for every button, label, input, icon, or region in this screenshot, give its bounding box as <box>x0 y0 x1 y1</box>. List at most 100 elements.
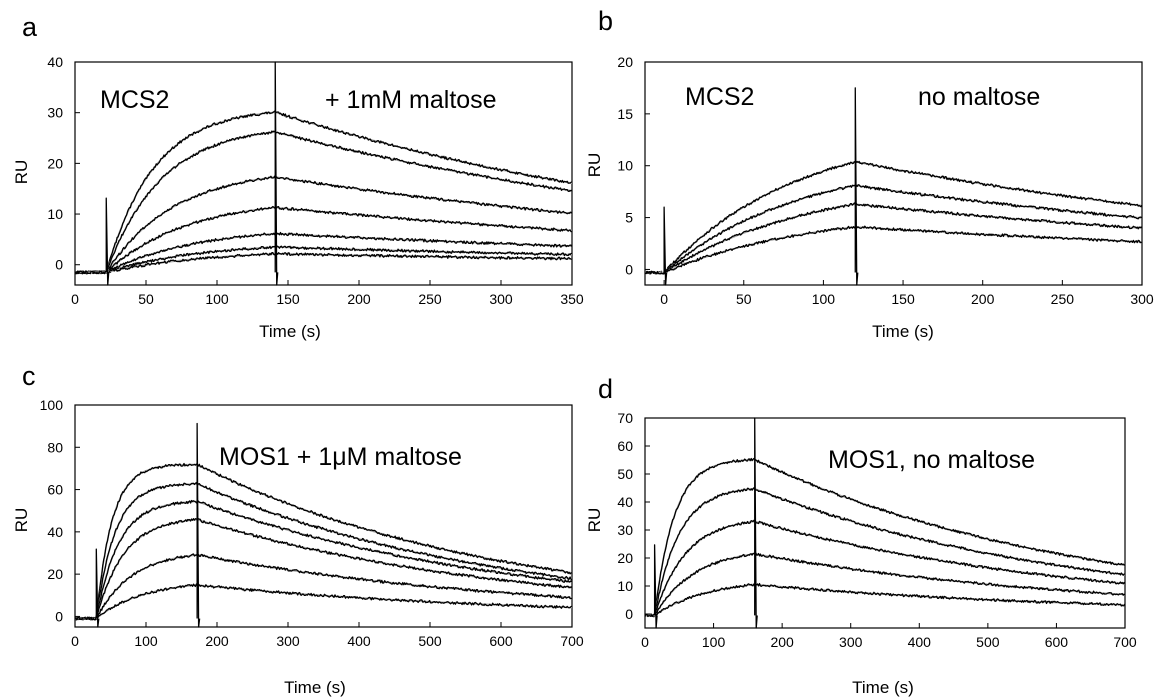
x-tick-label: 100 <box>702 634 726 650</box>
x-tick-label: 200 <box>347 291 371 307</box>
y-tick-label: 20 <box>617 550 633 566</box>
response-curve <box>644 184 1143 275</box>
y-tick-label: 20 <box>47 155 63 171</box>
fit-curve <box>75 584 573 620</box>
panel-c: c MOS1 + 1μM maltose Time (s) RU 0 100 200… <box>12 361 584 697</box>
x-axis-title: Time (s) <box>872 322 934 341</box>
y-tick-label: 0 <box>625 261 633 277</box>
y-tick-label: 5 <box>625 210 633 226</box>
y-tick-label: 80 <box>47 439 63 455</box>
x-tick-label: 300 <box>489 291 513 307</box>
y-tick-label: 60 <box>617 438 633 454</box>
tick-layer: 0 50 100 150 200 250 300 0 5 10 15 20 <box>617 54 1153 307</box>
response-curve <box>644 457 1126 618</box>
x-axis-title: Time (s) <box>852 678 914 697</box>
x-tick-label: 350 <box>560 291 584 307</box>
plot-area <box>74 61 573 286</box>
response-curve <box>74 205 573 275</box>
x-tick-label: 100 <box>812 291 836 307</box>
y-axis-title: RU <box>12 160 31 185</box>
response-curve <box>74 130 573 275</box>
construct-label: MCS2 <box>685 83 754 111</box>
fit-curve <box>75 131 573 274</box>
injection-spike <box>105 197 110 286</box>
x-tick-label: 0 <box>641 634 649 650</box>
x-tick-label: 500 <box>418 633 442 649</box>
response-curve <box>74 110 573 275</box>
injection-spike <box>196 422 201 628</box>
tick-layer: 0 50 100 150 200 250 300 350 0 10 20 30 40 <box>47 54 583 307</box>
y-tick-label: 40 <box>47 54 63 70</box>
x-axis-title: Time (s) <box>284 678 346 697</box>
x-tick-label: 300 <box>1130 291 1154 307</box>
injection-spike <box>754 417 758 629</box>
plot-frame <box>644 417 1126 629</box>
x-tick-label: 600 <box>489 633 513 649</box>
x-tick-label: 100 <box>134 633 158 649</box>
plot-frame <box>74 61 573 286</box>
x-tick-label: 50 <box>736 291 752 307</box>
y-tick-label: 10 <box>617 578 633 594</box>
x-tick-label: 700 <box>560 633 584 649</box>
y-tick-label: 40 <box>47 524 63 540</box>
x-tick-label: 200 <box>971 291 995 307</box>
y-tick-label: 10 <box>47 206 63 222</box>
panel-letter: d <box>598 374 613 404</box>
panel-letter: c <box>22 361 36 391</box>
response-curve <box>644 487 1126 617</box>
y-tick-label: 20 <box>617 54 633 70</box>
x-axis-title: Time (s) <box>259 322 321 341</box>
response-curve <box>74 518 573 621</box>
y-tick-label: 0 <box>625 606 633 622</box>
x-tick-label: 200 <box>205 633 229 649</box>
fit-curve <box>75 246 572 274</box>
x-tick-label: 0 <box>71 291 79 307</box>
y-axis-title: RU <box>12 508 31 533</box>
y-tick-label: 0 <box>55 257 63 273</box>
response-curve <box>74 175 573 275</box>
x-tick-label: 0 <box>71 633 79 649</box>
response-curve <box>644 160 1143 275</box>
response-curve <box>644 202 1143 275</box>
plot-area <box>644 87 1143 286</box>
x-tick-label: 400 <box>347 633 371 649</box>
x-tick-label: 50 <box>138 291 154 307</box>
x-tick-label: 0 <box>660 291 668 307</box>
plot-area <box>74 422 573 628</box>
fit-curve <box>75 252 572 274</box>
y-tick-label: 30 <box>617 522 633 538</box>
response-curve <box>74 245 572 275</box>
condition-label: + 1mM maltose <box>325 86 497 114</box>
construct-label: MCS2 <box>100 86 169 114</box>
x-tick-label: 700 <box>1113 634 1137 650</box>
response-curve <box>75 481 573 621</box>
y-tick-label: 70 <box>617 410 633 426</box>
injection-spike <box>854 87 859 286</box>
x-tick-label: 150 <box>891 291 915 307</box>
response-curve <box>74 462 573 621</box>
panel-letter: a <box>22 12 38 42</box>
response-curve <box>74 583 573 621</box>
y-tick-label: 40 <box>617 494 633 510</box>
panel-d: d MOS1, no maltose Time (s) RU 0 100 200 30… <box>585 374 1137 697</box>
y-axis-title: RU <box>585 508 604 533</box>
response-curve <box>74 499 573 621</box>
plot-frame <box>644 61 1143 286</box>
plot-area <box>644 417 1126 629</box>
panel-letter: b <box>598 6 613 36</box>
x-tick-label: 100 <box>205 291 229 307</box>
fit-curve <box>645 458 1126 617</box>
y-tick-label: 60 <box>47 482 63 498</box>
y-tick-label: 100 <box>40 397 64 413</box>
response-curve <box>644 519 1126 618</box>
response-curve <box>74 231 573 275</box>
injection-spike <box>95 548 100 628</box>
plot-frame <box>74 404 573 628</box>
response-curve <box>74 251 573 275</box>
x-tick-label: 300 <box>839 634 863 650</box>
x-tick-label: 300 <box>276 633 300 649</box>
response-curve <box>644 225 1143 275</box>
x-tick-label: 400 <box>908 634 932 650</box>
x-tick-label: 250 <box>418 291 442 307</box>
